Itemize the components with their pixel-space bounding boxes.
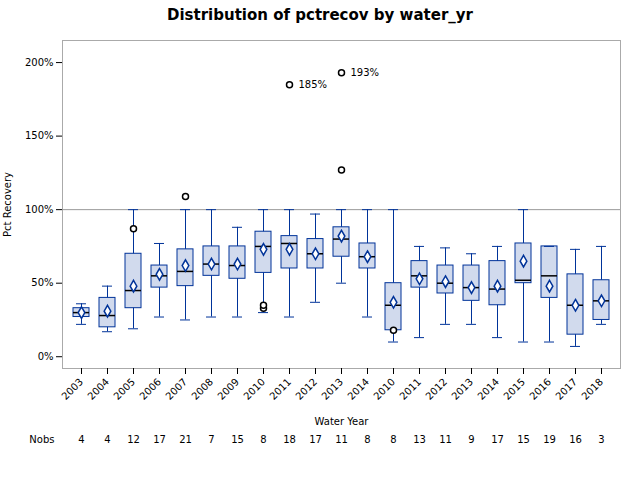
- svg-text:11: 11: [439, 434, 452, 445]
- svg-text:17: 17: [491, 434, 504, 445]
- svg-text:2016: 2016: [527, 376, 553, 402]
- svg-text:200%: 200%: [25, 57, 54, 68]
- svg-text:2013: 2013: [319, 376, 345, 402]
- svg-text:2008: 2008: [189, 376, 215, 402]
- svg-text:15: 15: [517, 434, 530, 445]
- svg-text:2015: 2015: [501, 376, 527, 402]
- svg-text:2014: 2014: [345, 376, 371, 402]
- svg-text:19: 19: [543, 434, 556, 445]
- svg-text:11: 11: [335, 434, 348, 445]
- svg-text:8: 8: [260, 434, 266, 445]
- svg-text:13: 13: [413, 434, 426, 445]
- svg-text:4: 4: [104, 434, 110, 445]
- svg-text:2007: 2007: [163, 376, 189, 402]
- svg-text:185%: 185%: [299, 79, 328, 90]
- svg-text:50%: 50%: [31, 277, 53, 288]
- svg-text:2004: 2004: [85, 376, 111, 402]
- svg-text:9: 9: [468, 434, 474, 445]
- svg-text:8: 8: [390, 434, 396, 445]
- svg-text:8: 8: [364, 434, 370, 445]
- svg-text:7: 7: [208, 434, 214, 445]
- svg-text:16: 16: [569, 434, 582, 445]
- svg-text:3: 3: [598, 434, 604, 445]
- svg-text:12: 12: [127, 434, 140, 445]
- svg-text:150%: 150%: [25, 130, 54, 141]
- svg-text:2010: 2010: [371, 376, 397, 402]
- svg-text:15: 15: [231, 434, 244, 445]
- svg-text:2012: 2012: [423, 376, 449, 402]
- svg-text:2003: 2003: [59, 376, 85, 402]
- svg-text:2012: 2012: [293, 376, 319, 402]
- svg-text:2005: 2005: [111, 376, 137, 402]
- svg-text:0%: 0%: [38, 351, 54, 362]
- svg-text:100%: 100%: [25, 204, 54, 215]
- svg-text:4: 4: [78, 434, 84, 445]
- svg-text:2017: 2017: [553, 376, 579, 402]
- svg-text:2013: 2013: [449, 376, 475, 402]
- svg-text:2009: 2009: [215, 376, 241, 402]
- svg-text:Water Year: Water Year: [315, 416, 370, 427]
- svg-text:17: 17: [309, 434, 322, 445]
- svg-text:2011: 2011: [267, 376, 293, 402]
- svg-text:2011: 2011: [397, 376, 423, 402]
- svg-text:2010: 2010: [241, 376, 267, 402]
- svg-text:2014: 2014: [475, 376, 501, 402]
- svg-text:17: 17: [153, 434, 166, 445]
- svg-text:18: 18: [283, 434, 296, 445]
- svg-text:2018: 2018: [579, 376, 605, 402]
- svg-text:21: 21: [179, 434, 192, 445]
- svg-text:2006: 2006: [137, 376, 163, 402]
- svg-text:Pct Recovery: Pct Recovery: [2, 172, 13, 237]
- svg-text:Nobs: Nobs: [29, 434, 54, 445]
- svg-text:193%: 193%: [351, 67, 380, 78]
- html-text:Distribution of pctrecov by wa: Distribution of pctrecov by water_yr: [167, 6, 473, 24]
